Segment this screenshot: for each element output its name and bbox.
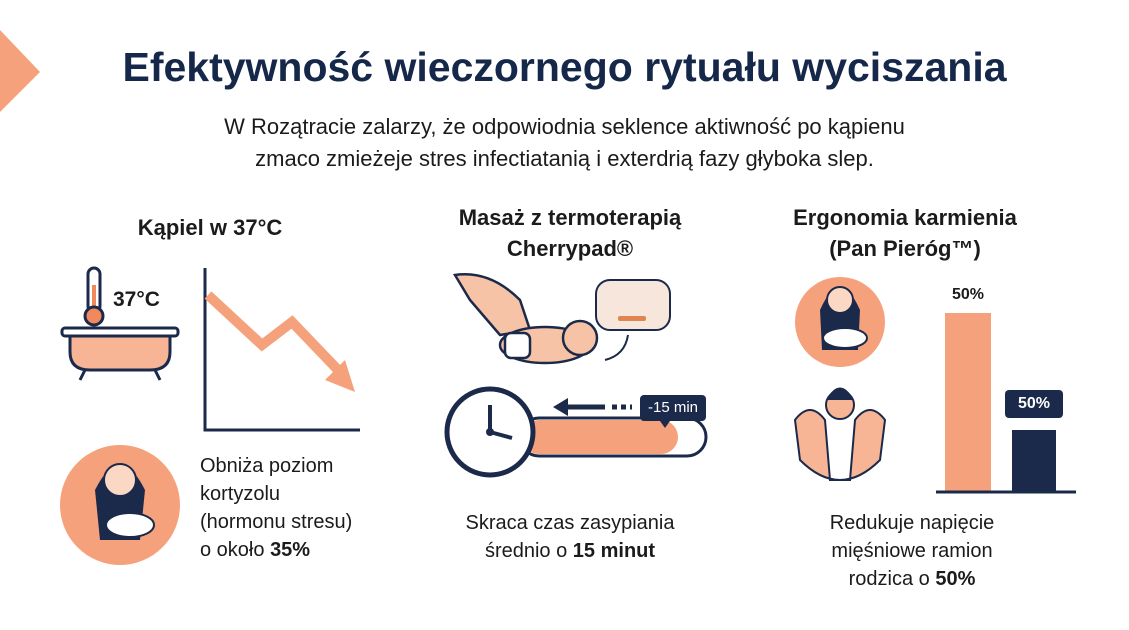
parent-icons (793, 277, 887, 481)
decline-chart (203, 268, 360, 432)
timer-label: -15 min (647, 399, 699, 416)
subtitle: zmaco zmieżeje stres infectiatanią i ext… (255, 146, 874, 171)
panel-title-line: Kąpiel w 37°C (137, 215, 283, 240)
timer (444, 386, 708, 478)
panel-title-line: Cherrypad® (506, 236, 634, 261)
caption: Redukuje napięcie mięśniowe ramion rodzi… (762, 509, 1062, 593)
bar-label: 50% (951, 286, 985, 303)
title: Efektywność wieczornego rytuału wyciszan… (122, 44, 1007, 90)
highlight: 50% (935, 568, 976, 590)
panel-title: Masaż z termoterapią Cherrypad® (420, 202, 720, 264)
icon-label: 37°C (113, 288, 160, 311)
bar-label: 50% (1017, 395, 1051, 412)
caption-line: (hormonu stresu) (200, 511, 353, 533)
caption-line: o około (200, 539, 265, 561)
caption-line: rodzica o (848, 568, 930, 590)
highlight: 15 minut (572, 540, 656, 562)
panel-title: Ergonomia karmienia (Pan Pieróg™) (755, 202, 1055, 264)
bathtub (60, 326, 180, 381)
panel-title-line: Ergonomia karmienia (793, 205, 1017, 230)
caption-line: Skraca czas zasypiania (465, 512, 675, 534)
accent-arrow (0, 30, 40, 112)
mother-icon (60, 445, 180, 565)
caption-line: średnio o (484, 540, 568, 562)
caption-line: mięśniowe ramion (831, 540, 993, 562)
massage-illustration (452, 273, 671, 365)
thermometer (83, 266, 105, 327)
comparison-bars (936, 313, 1076, 494)
panel-title-line: Masaż z termoterapią (458, 205, 682, 230)
caption-line: kortyzolu (200, 483, 281, 505)
subtitle: W Rozątracie zalarzy, że odpowiodnia sek… (224, 114, 905, 139)
panel-title-line: (Pan Pieróg™) (829, 236, 981, 261)
caption-line: Redukuje napięcie (829, 512, 995, 534)
caption: Obniża poziom kortyzolu (hormonu stresu)… (200, 452, 352, 564)
highlight: 35% (270, 539, 311, 561)
caption-line: Obniża poziom (200, 455, 334, 477)
panel-title: Kąpiel w 37°C (60, 212, 360, 243)
caption: Skraca czas zasypiania średnio o 15 minu… (420, 509, 720, 565)
